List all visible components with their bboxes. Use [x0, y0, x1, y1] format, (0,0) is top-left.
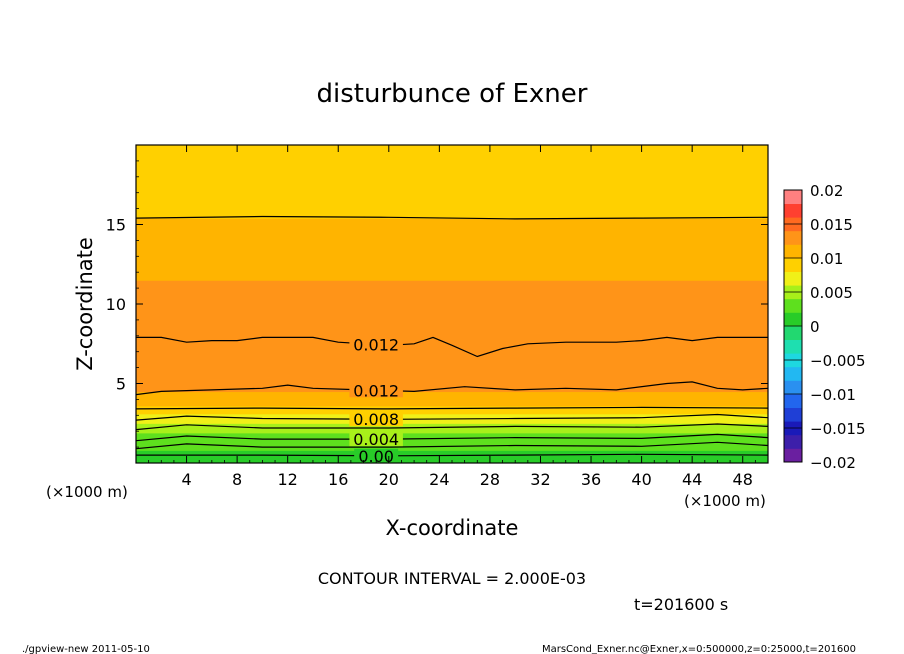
colorbar-cell-6	[784, 366, 802, 381]
x-tick-label-12: 12	[278, 470, 298, 489]
contour-label-2: 0.004	[353, 430, 399, 449]
contour-band-4	[136, 423, 768, 434]
contour-lines	[136, 215, 768, 457]
x-tick-label-20: 20	[379, 470, 399, 489]
x-tick-label-8: 8	[232, 470, 242, 489]
colorbar-tick-label-3: 0.005	[810, 284, 853, 302]
y-tick-label-5: 5	[116, 375, 126, 394]
colorbar-cells	[784, 190, 802, 463]
colorbar-ticks: 0.02 0.015 0.01 0.005 0 −0.005 −0.01 −0.015 −0.0…	[784, 182, 866, 472]
x-unit-label: (×1000 m)	[684, 492, 766, 510]
contour-band-10	[136, 218, 768, 281]
colorbar-tick-label-5: −0.005	[810, 352, 866, 370]
colorbar-cell-4	[784, 394, 802, 408]
contour-line-8	[136, 215, 768, 220]
y-tick-label-10: 10	[106, 295, 126, 314]
colorbar: 0.02 0.015 0.01 0.005 0 −0.005 −0.01 −0.015 −0.0…	[783, 182, 866, 472]
time-text: t=201600 s	[634, 595, 728, 614]
colorbar-cell-0	[784, 448, 802, 463]
contour-band-9	[136, 280, 768, 337]
x-tick-label-16: 16	[328, 470, 348, 489]
contour-band-7	[136, 391, 768, 407]
contour-line-3	[136, 423, 768, 431]
contour-band-11	[136, 173, 768, 219]
colorbar-cell-3	[784, 407, 802, 422]
colorbar-cell-8	[784, 339, 802, 354]
y-axis-ticks: 5 10 15	[106, 160, 768, 448]
x-tick-label-48: 48	[733, 470, 753, 489]
colorbar-tick-label-6: −0.01	[810, 386, 856, 404]
contour-label-7: 0.012	[353, 336, 399, 355]
contour-band-6	[136, 405, 768, 415]
colorbar-cell-9	[784, 326, 802, 340]
colorbar-cell-18	[784, 203, 802, 218]
contour-label-bg-4	[349, 412, 403, 427]
colorbar-tick-label-0: 0.02	[810, 182, 843, 200]
colorbar-tick-label-7: −0.015	[810, 420, 866, 438]
colorbar-cell-1	[784, 434, 802, 449]
contour-line-7	[136, 336, 768, 358]
colorbar-cell-11	[784, 298, 802, 313]
contour-band-0	[136, 456, 768, 463]
contour-band-1	[136, 450, 768, 458]
x-axis-label: X-coordinate	[386, 516, 519, 540]
contour-label-0: 0.00	[358, 447, 394, 466]
x-tick-label-28: 28	[480, 470, 500, 489]
contour-line-2	[136, 433, 768, 442]
x-tick-label-32: 32	[530, 470, 550, 489]
x-axis-ticks: 4 8 12 16 20 24 28 32 36 40 44 48	[148, 145, 756, 489]
x-tick-label-24: 24	[429, 470, 449, 489]
footer-left: ./gpview-new 2011-05-10	[22, 644, 150, 654]
contour-label-bg-6	[349, 383, 403, 398]
contour-label-6: 0.012	[353, 381, 399, 400]
contour-line-4	[136, 413, 768, 421]
chart-title: disturbunce of Exner	[317, 79, 588, 109]
y-tick-label-15: 15	[106, 216, 126, 235]
contour-label-bg-0	[354, 448, 399, 463]
x-tick-label-36: 36	[581, 470, 601, 489]
footer-right: MarsCond_Exner.nc@Exner,x=0:500000,z=0:2…	[542, 644, 856, 654]
x-tick-label-44: 44	[682, 470, 702, 489]
contour-line-5	[136, 406, 768, 410]
colorbar-tick-label-1: 0.015	[810, 216, 853, 234]
contour-label-bg-7	[349, 337, 403, 352]
x-tick-label-40: 40	[631, 470, 651, 489]
contour-interval-text: CONTOUR INTERVAL = 2.000E-03	[318, 569, 586, 588]
colorbar-cell-13	[784, 271, 802, 286]
z-unit-label: (×1000 m)	[46, 483, 128, 501]
colorbar-cell-16	[784, 230, 802, 245]
contour-label-4: 0.008	[353, 410, 399, 429]
contour-line-1	[136, 441, 768, 450]
colorbar-cell-19	[784, 190, 802, 204]
contour-line-6	[136, 381, 768, 396]
colorbar-cell-14	[784, 258, 802, 272]
colorbar-cell-10	[784, 312, 802, 327]
y-axis-label: Z-coordinate	[73, 237, 97, 371]
colorbar-tick-label-4: 0	[810, 318, 820, 336]
colorbar-cell-5	[784, 380, 802, 395]
contour-band-12	[136, 145, 768, 175]
colorbar-cell-15	[784, 244, 802, 259]
contour-label-bg-2	[349, 432, 403, 447]
colorbar-tick-label-2: 0.01	[810, 250, 843, 268]
x-tick-label-4: 4	[181, 470, 191, 489]
colorbar-tick-label-8: −0.02	[810, 454, 856, 472]
contour-line-0	[136, 453, 768, 457]
